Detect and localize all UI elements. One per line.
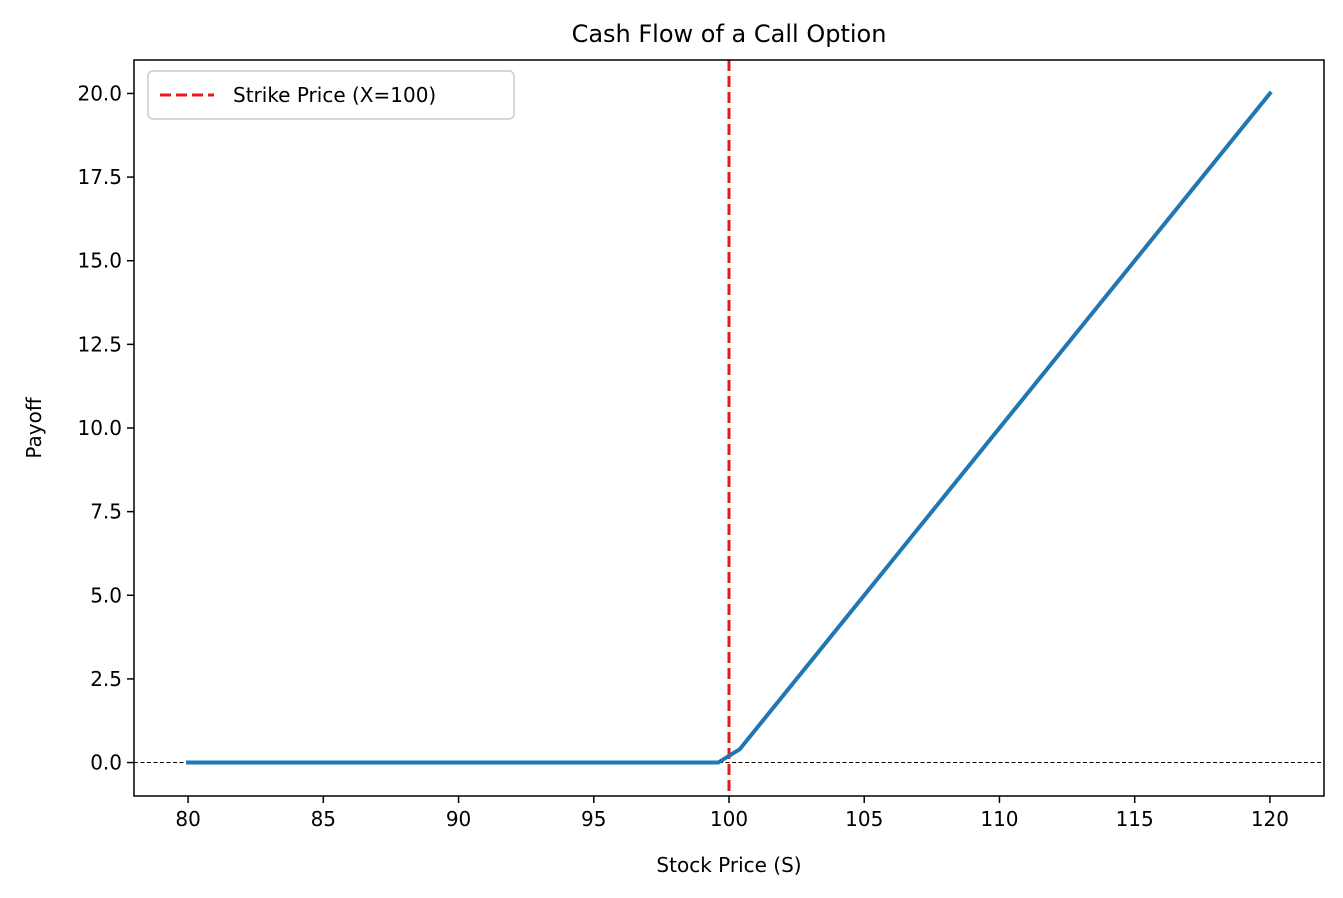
x-tick-label: 115 [1116,807,1154,831]
chart-title: Cash Flow of a Call Option [572,20,887,48]
x-tick-label: 120 [1251,807,1289,831]
y-tick-label: 2.5 [90,667,122,691]
x-axis-label: Stock Price (S) [656,853,801,877]
x-tick-label: 80 [175,807,200,831]
x-tick-label: 95 [581,807,606,831]
y-tick-label: 10.0 [77,416,122,440]
plot-marks [134,60,1324,796]
plot-layer [133,59,1325,797]
x-tick-label: 105 [845,807,883,831]
y-axis-label: Payoff [22,396,46,458]
y-tick-label: 5.0 [90,583,122,607]
x-tick-label: 100 [710,807,748,831]
legend-label-strike-price: Strike Price (X=100) [233,83,436,107]
y-tick-label: 0.0 [90,751,122,775]
y-tick-label: 7.5 [90,500,122,524]
y-axis: 0.0 2.5 5.0 7.5 10.0 12.5 15.0 17.5 20.0 [77,81,134,775]
y-tick-label: 20.0 [77,81,122,105]
legend-frame [147,70,515,120]
x-axis: 80 85 90 95 100 105 110 115 120 [175,796,1289,831]
x-tick-label: 90 [446,807,471,831]
legend: Strike Price (X=100) [147,70,515,120]
y-tick-label: 17.5 [77,165,122,189]
x-tick-label: 85 [311,807,336,831]
payoff-line [186,90,1273,765]
y-tick-label: 12.5 [77,332,122,356]
y-tick-label: 15.0 [77,249,122,273]
x-tick-label: 110 [980,807,1018,831]
